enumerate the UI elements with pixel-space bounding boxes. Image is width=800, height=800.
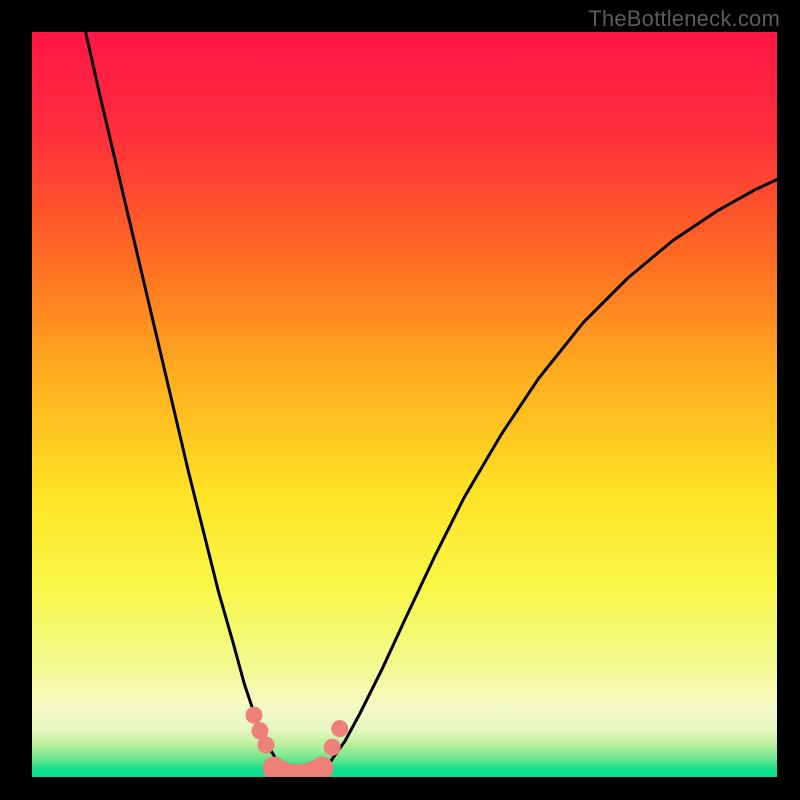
curve-marker bbox=[246, 707, 262, 723]
curve-marker bbox=[311, 757, 333, 777]
gradient-background bbox=[32, 32, 777, 777]
watermark-text: TheBottleneck.com bbox=[588, 6, 780, 32]
plot-area bbox=[32, 32, 777, 777]
curve-marker bbox=[324, 739, 340, 755]
curve-marker bbox=[332, 721, 348, 737]
chart-svg bbox=[32, 32, 777, 777]
curve-marker bbox=[258, 737, 274, 753]
curve-marker bbox=[252, 723, 268, 739]
